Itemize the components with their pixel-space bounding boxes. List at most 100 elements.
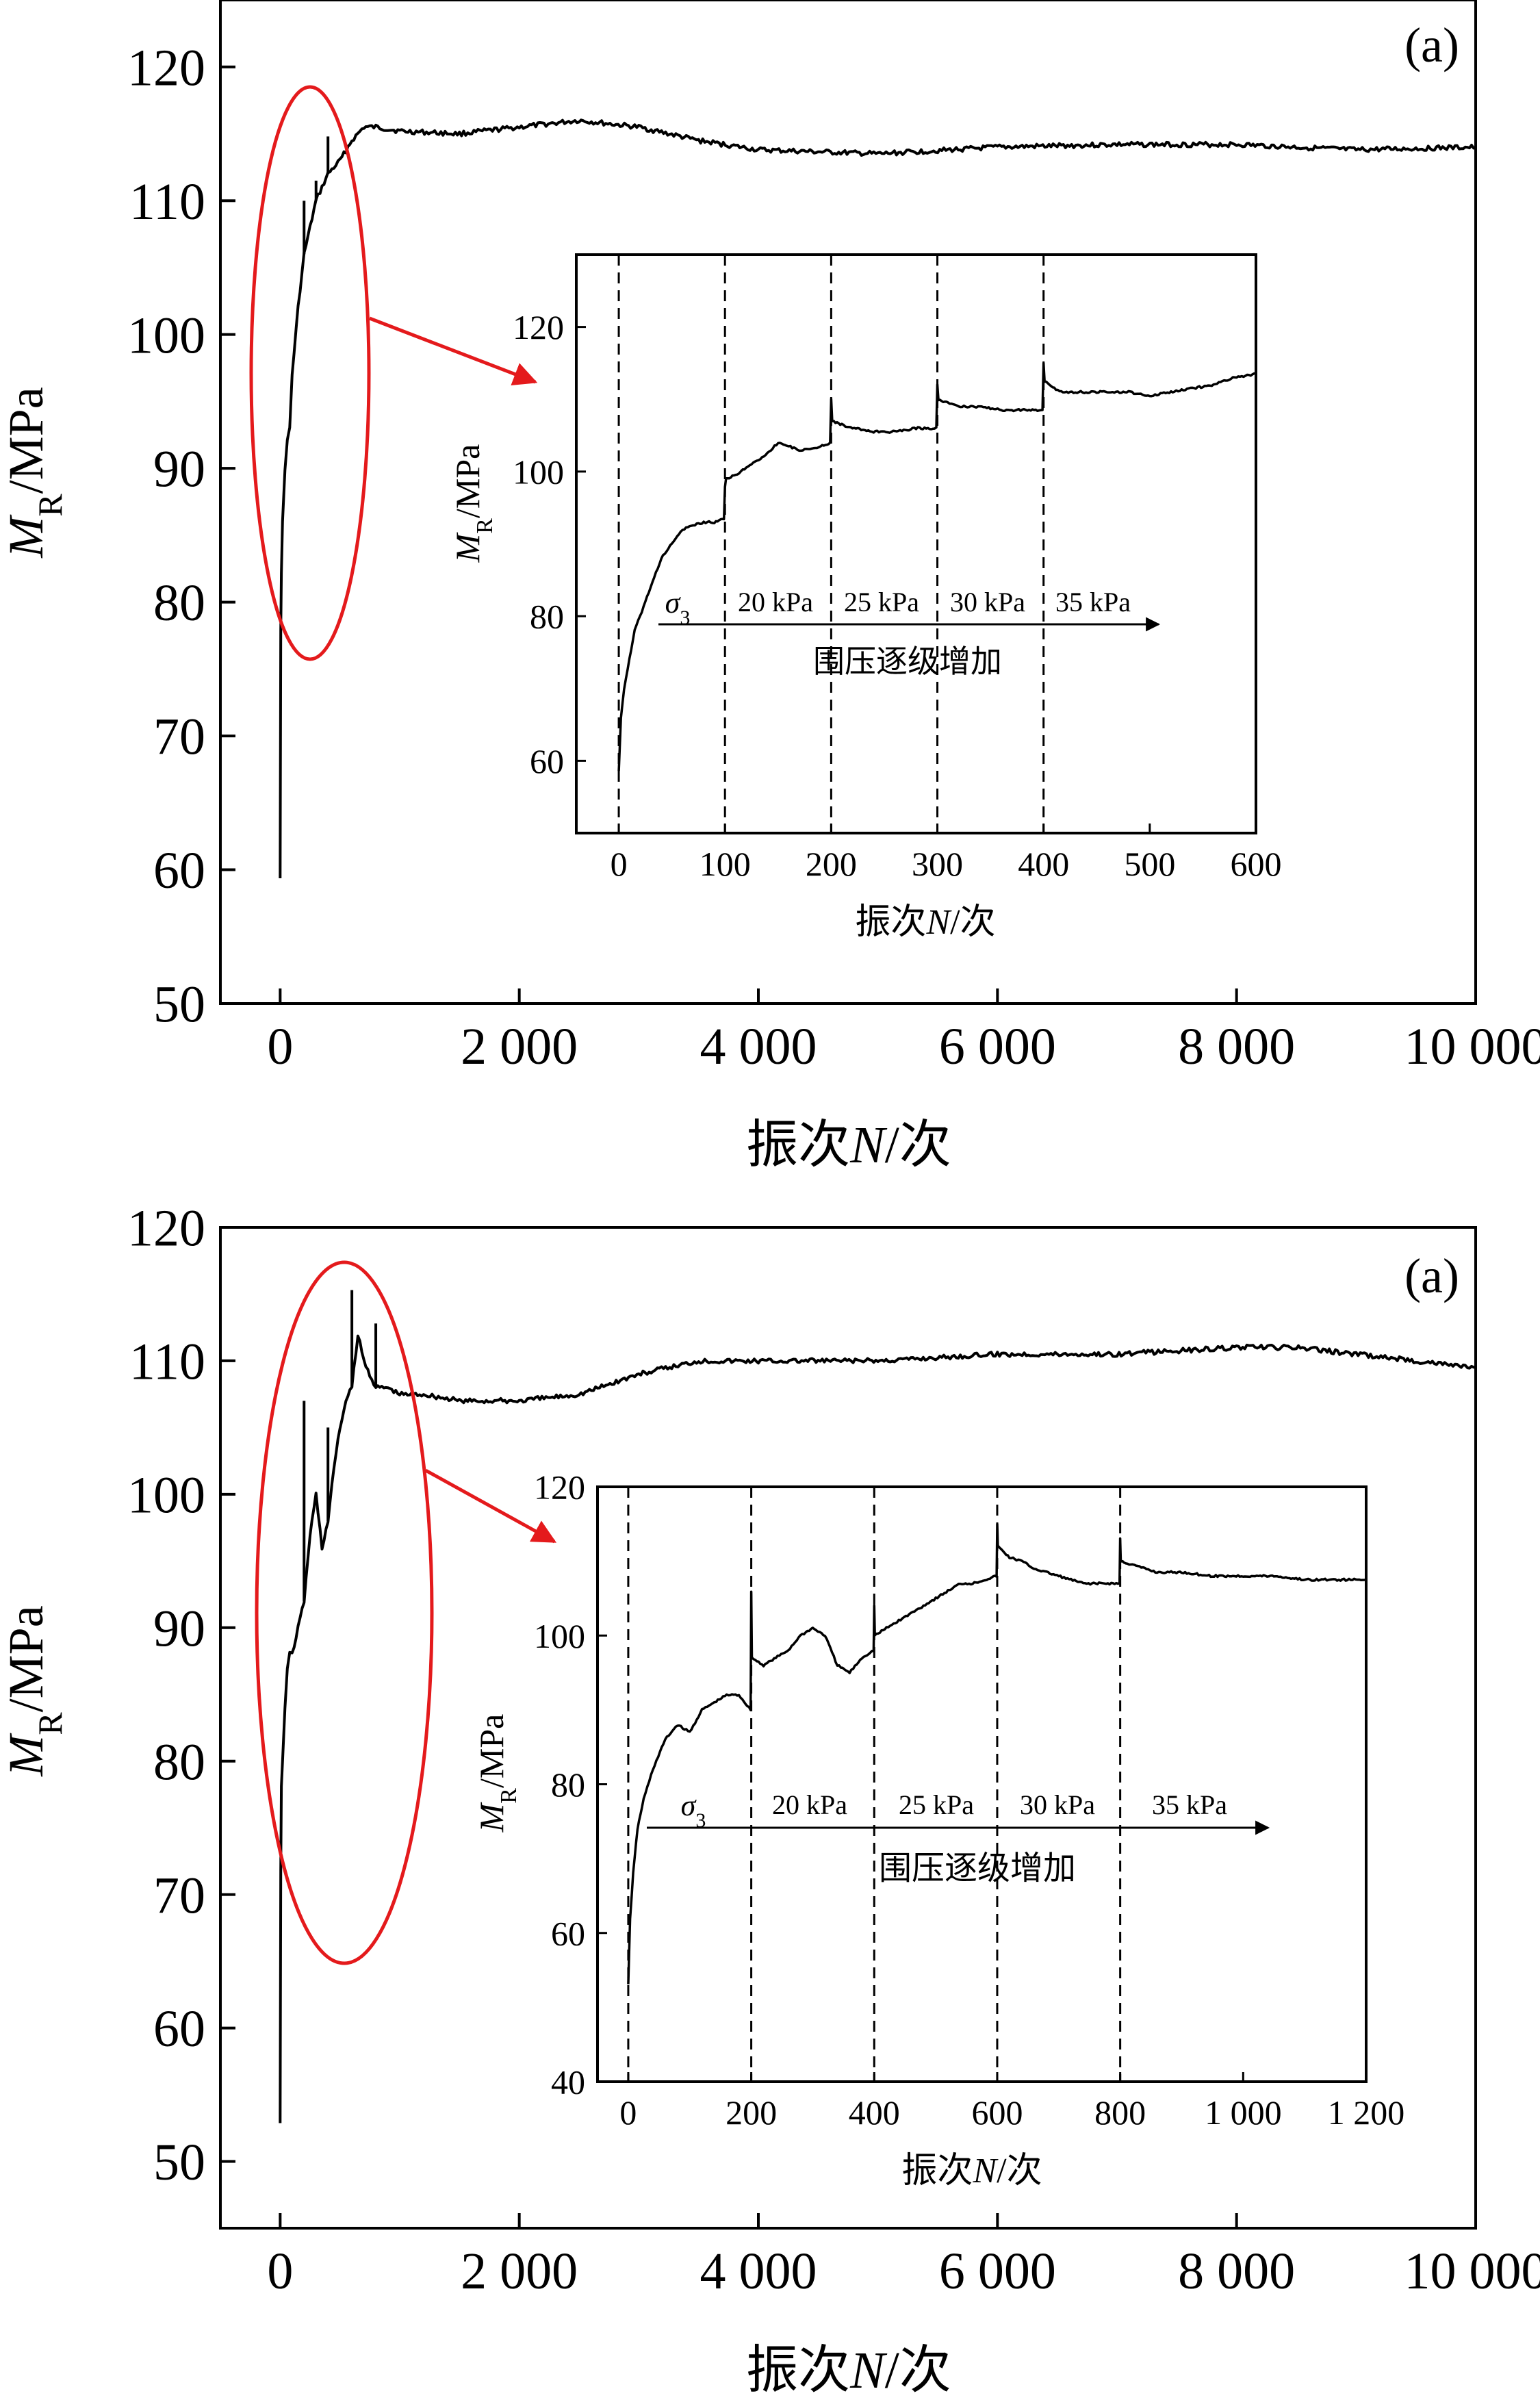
x-tick-label: 500 [1124,845,1175,883]
panel-2-ticks [220,1226,1477,2228]
y-tick-label: 80 [551,1765,585,1804]
x-tick-label: 4 000 [700,2243,817,2300]
panel-2-x-axis-label: 振次N/次 [746,2342,951,2399]
panel-2-inset-series-line [627,1522,1367,1984]
panel-2-y-axis-label: MR/MPa [0,1605,69,1776]
y-tick-label: 70 [153,1867,205,1924]
y-tick-label: 110 [129,1333,205,1391]
panel-1-inset-sigma-label: σ3 [665,586,691,629]
panel-1-inset-stage-label-2: 25 kPa [844,587,919,617]
panel-2-spikes [303,1290,378,1601]
panel-1-label: (a) [1404,18,1459,73]
y-tick-label: 120 [127,39,205,97]
panel-2-inset-stage-label-2: 25 kPa [899,1789,974,1820]
panel-2-frame [219,1226,1477,2230]
panel-2-inset-stage-label-3: 30 kPa [1020,1789,1095,1820]
y-tick-label: 120 [534,1468,585,1507]
panel-2-highlight-ellipse [255,1260,434,1965]
x-tick-label: 100 [700,845,751,883]
y-tick-label: 60 [551,1914,585,1952]
x-tick-label: 6 000 [939,1018,1056,1075]
panel-2-zoom-arrow [424,1468,557,1544]
panel-2-inset-stage-label-1: 20 kPa [772,1789,847,1820]
y-tick-label: 120 [513,308,564,346]
y-tick-label: 90 [153,441,205,498]
panel-1-inset-x-tick-labels: 0 100 200 300 400 500 600 [611,845,1282,883]
panel-1-inset-stage-label-3: 30 kPa [950,587,1025,617]
x-tick-label: 400 [1018,845,1069,883]
panel-2-inset-arrow-caption: 围压逐级增加 [879,1850,1076,1887]
y-tick-label: 110 [129,173,205,231]
panel-2-inset-stage-label-4: 35 kPa [1152,1789,1227,1820]
panel-1-inset-series-line [617,361,1257,771]
x-tick-label: 10 000 [1404,2243,1540,2300]
x-tick-label: 2 000 [461,2243,578,2300]
panel-1-highlight-ellipse [249,85,371,661]
panel-1-frame [219,0,1477,1005]
y-tick-label: 100 [127,307,205,364]
y-tick-label: 100 [534,1617,585,1655]
y-tick-label: 40 [551,2063,585,2102]
panel-2-x-tick-labels: 0 2 000 4 000 6 000 8 000 10 000 [267,2243,1540,2300]
panel-2-inset-ticks [598,1485,1368,2083]
panel-1-x-tick-labels: 0 2 000 4 000 6 000 8 000 10 000 [267,1018,1540,1075]
panel-2-inset-y-tick-labels: 40 60 80 100 120 [534,1468,585,2102]
x-tick-label: 4 000 [700,1018,817,1075]
y-tick-label: 70 [153,708,205,766]
x-tick-label: 10 000 [1404,1018,1540,1075]
panel-1-x-axis-label: 振次N/次 [746,1116,951,1174]
x-tick-label: 300 [912,845,963,883]
panel-2-inset-stage-lines [627,1487,1122,2082]
x-tick-label: 0 [267,2243,293,2300]
y-tick-label: 80 [153,1733,205,1791]
panel-1-inset: 0 100 200 300 400 500 600 60 80 100 120 MR/MPa 振次… [448,253,1282,942]
panel-1-y-axis-label: MR/MPa [0,387,69,558]
x-tick-label: 600 [1231,845,1282,883]
y-tick-label: 60 [530,742,564,780]
panel-2-inset-y-axis-label: MR/MPa [472,1714,522,1833]
panel-1-inset-stage-lines [617,255,1045,833]
x-tick-label: 0 [619,2093,637,2132]
y-tick-label: 90 [153,1600,205,1657]
x-tick-label: 1 200 [1328,2093,1405,2132]
y-tick-label: 50 [153,976,205,1034]
panel-2-inset-x-tick-labels: 0 200 400 600 800 1 000 1 200 [619,2093,1404,2132]
panel-2-inset-sigma-label: σ3 [681,1789,706,1832]
panel-1-ticks [220,65,1477,1005]
x-tick-label: 8 000 [1178,2243,1295,2300]
x-tick-label: 600 [971,2093,1023,2132]
panel-2: 0 2 000 4 000 6 000 8 000 10 000 50 60 70 80 90 10… [0,1200,1540,2399]
x-tick-label: 0 [267,1018,293,1075]
panel-1-zoom-arrow [369,316,538,386]
panel-2-label: (a) [1404,1249,1459,1303]
panel-1: 0 2 000 4 000 6 000 8 000 10 000 50 60 70 80 90 10… [0,0,1540,1174]
panel-1-inset-y-tick-labels: 60 80 100 120 [513,308,564,780]
y-tick-label: 50 [153,2134,205,2191]
x-tick-label: 800 [1094,2093,1146,2132]
panel-1-spikes [303,136,330,255]
x-tick-label: 2 000 [461,1018,578,1075]
panel-1-y-tick-labels: 50 60 70 80 90 100 110 120 [127,39,205,1033]
panel-2-series-line [279,1334,1476,2123]
y-tick-label: 60 [153,2000,205,2058]
x-tick-label: 6 000 [939,2243,1056,2300]
panel-2-inset-x-axis-label: 振次N/次 [901,2152,1042,2191]
panel-1-inset-stage-label-1: 20 kPa [738,587,813,617]
x-tick-label: 200 [806,845,857,883]
panel-1-inset-y-axis-label: MR/MPa [448,444,498,563]
x-tick-label: 200 [726,2093,777,2132]
panel-1-inset-stage-label-4: 35 kPa [1055,587,1131,617]
panel-1-series-line [279,118,1476,879]
x-tick-label: 1 000 [1205,2093,1282,2132]
panel-1-inset-arrow-caption: 围压逐级增加 [813,644,1002,679]
panel-2-inset-frame [596,1485,1368,2083]
panel-1-inset-x-axis-label: 振次N/次 [855,903,995,942]
panel-2-y-tick-labels: 50 60 70 80 90 100 110 120 [127,1200,205,2192]
y-tick-label: 60 [153,842,205,899]
panel-1-inset-frame [575,253,1257,834]
y-tick-label: 100 [513,452,564,491]
y-tick-label: 120 [127,1200,205,1258]
panel-2-inset: 0 200 400 600 800 1 000 1 200 40 60 80 100 120 MR/… [472,1468,1404,2191]
y-tick-label: 100 [127,1466,205,1524]
